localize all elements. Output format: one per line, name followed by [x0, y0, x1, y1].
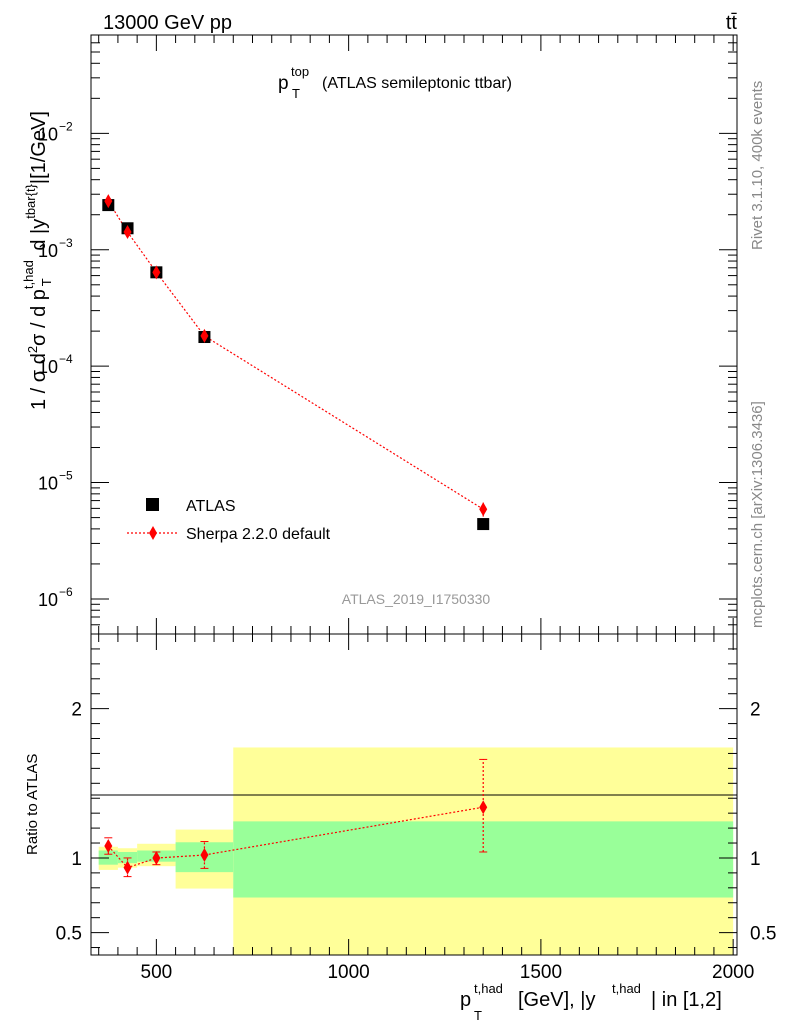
main-ytick-exponent: −4 — [59, 352, 73, 366]
main-ytick-label: 10 — [38, 357, 58, 377]
sherpa-ratio-point — [152, 850, 161, 865]
energy-label: 13000 GeV pp — [103, 12, 232, 34]
main-ytick-label: 10 — [38, 124, 58, 144]
legend-sherpa-label: Sherpa 2.2.0 default — [186, 526, 331, 543]
xlabel-end: | in [1,2] — [651, 989, 722, 1011]
ratio-bands — [98, 747, 734, 955]
ratio-points — [104, 758, 488, 878]
main-ytick-exponent: −3 — [59, 236, 73, 250]
plot-title: p top T (ATLAS semileptonic ttbar) — [278, 64, 512, 101]
sherpa-point — [104, 194, 113, 209]
main-ytick-labels: 10−610−510−410−310−2 — [38, 119, 73, 610]
main-curves — [107, 200, 484, 510]
ratio-ytick-label-right: 1 — [750, 849, 761, 870]
main-panel: 10−610−510−410−310−2 p top T (ATLAS semi… — [21, 34, 738, 635]
xlabel-sub: T — [474, 1008, 482, 1023]
ratio-ytick-label-left: 0.5 — [56, 924, 82, 945]
process-label: tt̄ — [726, 12, 738, 34]
legend-sherpa-marker — [149, 526, 157, 540]
xtick-label: 2000 — [712, 962, 754, 983]
xlabel-sup: t,had — [474, 981, 503, 996]
xlabel-mid: [GeV], |y — [518, 989, 595, 1011]
main-ytick-label: 10 — [38, 474, 58, 494]
rivet-label: Rivet 3.1.10, 400k events — [749, 81, 766, 250]
ratio-ytick-label-right: 0.5 — [750, 924, 776, 945]
ratio-frame — [90, 633, 738, 956]
main-frame — [90, 34, 738, 635]
ratio-ytick-labels: 0.5 0.5 1 1 2 2 — [56, 700, 777, 945]
main-ytick-label: 10 — [38, 590, 58, 610]
title-sub: T — [292, 86, 300, 101]
legend-atlas-marker — [146, 498, 159, 511]
ratio-ytick-label-right: 2 — [750, 700, 761, 721]
title-sup: top — [291, 64, 309, 79]
main-ytick-exponent: −6 — [59, 585, 73, 599]
sherpa-ratio-point — [123, 860, 132, 875]
title-rest: (ATLAS semileptonic ttbar) — [322, 75, 512, 92]
sherpa-point — [200, 328, 209, 343]
ratio-ytick-label-left: 2 — [71, 700, 82, 721]
ratio-curves — [107, 806, 484, 869]
main-points — [102, 194, 490, 531]
stat-uncertainty-band — [233, 821, 734, 898]
mcplots-label: mcplots.cern.ch [arXiv:1306.3436] — [749, 401, 766, 628]
xtick-label: 500 — [141, 962, 173, 983]
sherpa-point — [123, 225, 132, 240]
ratio-ticks — [91, 634, 737, 955]
legend-atlas-label: ATLAS — [186, 498, 236, 515]
atlas-point — [477, 518, 490, 531]
sherpa-line — [107, 200, 484, 510]
main-ytick-label: 10 — [38, 241, 58, 261]
legend: ATLAS Sherpa 2.2.0 default — [127, 498, 331, 543]
xlabel-main: p — [460, 989, 471, 1011]
ratio-panel: 0.5 0.5 1 1 2 2 500 1000 1500 2000 Ratio to ATLA… — [24, 633, 777, 1023]
xlabel-sup2: t,had — [612, 981, 641, 996]
ratio-ylabel: Ratio to ATLAS — [24, 754, 41, 855]
sherpa-ratio-point — [479, 800, 488, 815]
xtick-label: 1500 — [520, 962, 562, 983]
title-main: p — [278, 73, 289, 94]
main-ytick-exponent: −2 — [59, 119, 73, 133]
ratio-xlabel: p t,had T [GeV], |y t,had | in [1,2] — [460, 981, 722, 1023]
sherpa-ratio-point — [104, 839, 113, 854]
sherpa-ratio-line — [107, 806, 484, 869]
sherpa-ratio-point — [200, 847, 209, 862]
sherpa-point — [152, 265, 161, 280]
xtick-label: 1000 — [327, 962, 369, 983]
xtick-labels: 500 1000 1500 2000 — [141, 962, 755, 983]
sherpa-point — [479, 502, 488, 517]
ratio-ytick-label-left: 1 — [71, 849, 82, 870]
watermark: ATLAS_2019_I1750330 — [342, 591, 491, 607]
main-ytick-exponent: −5 — [59, 469, 73, 483]
main-ticks — [91, 34, 737, 635]
